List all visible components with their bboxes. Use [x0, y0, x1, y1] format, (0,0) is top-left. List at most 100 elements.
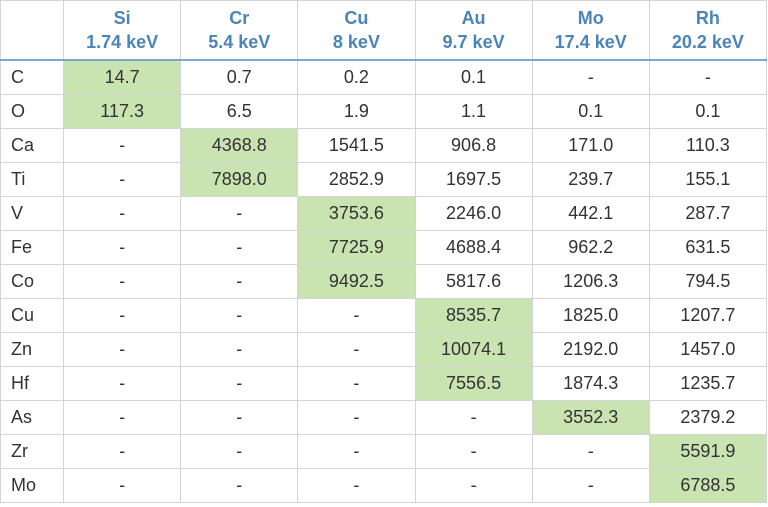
value-cell: 442.1	[531, 196, 650, 231]
value-cell: 155.1	[648, 162, 768, 197]
row-label: Hf	[0, 366, 65, 401]
column-header-si: Si 1.74 keV	[63, 0, 182, 61]
table-row: C 14.7 0.7 0.2 0.1- -	[0, 59, 768, 95]
column-header-cr: Cr 5.4 keV	[180, 0, 299, 61]
highlighted-value-cell: 117.3	[63, 94, 182, 129]
value-cell: -	[414, 400, 533, 435]
value-cell: -	[531, 468, 650, 503]
column-energy-label: 9.7 keV	[442, 32, 505, 52]
highlighted-value-cell: 9492.5	[297, 264, 416, 299]
value-cell: -	[63, 230, 182, 265]
highlighted-value-cell: 3552.3	[531, 400, 650, 435]
column-element-label: Au	[461, 8, 486, 28]
value-cell: -	[297, 332, 416, 367]
value-cell: 0.1	[648, 94, 768, 129]
value-cell: -	[297, 298, 416, 333]
table-row: Cu - - -8535.7 1825.0 1207.7	[0, 298, 768, 333]
value-cell: 5817.6	[414, 264, 533, 299]
value-cell: 962.2	[531, 230, 650, 265]
value-cell: 1.9	[297, 94, 416, 129]
value-cell: -	[180, 400, 299, 435]
value-cell: 110.3	[648, 128, 768, 163]
value-cell: 631.5	[648, 230, 768, 265]
row-label: Zr	[0, 434, 65, 469]
row-label: V	[0, 196, 65, 231]
table-row: Fe - -7725.9 4688.4 962.2 631.5	[0, 230, 768, 265]
value-cell: -	[180, 230, 299, 265]
row-label: Ca	[0, 128, 65, 163]
table-row: Zn - - -10074.1 2192.0 1457.0	[0, 332, 768, 367]
value-cell: 1541.5	[297, 128, 416, 163]
table-row: V - -3753.6 2246.0 442.1 287.7	[0, 196, 768, 231]
value-cell: -	[63, 400, 182, 435]
table-body: C 14.7 0.7 0.2 0.1- - O 117.3 6.5 1.9 1.1 0.1 0.1 Ca -…	[0, 59, 768, 503]
value-cell: 1.1	[414, 94, 533, 129]
value-cell: 1825.0	[531, 298, 650, 333]
highlighted-value-cell: 6788.5	[648, 468, 768, 503]
value-cell: 2246.0	[414, 196, 533, 231]
highlighted-value-cell: 10074.1	[414, 332, 533, 367]
row-label: Zn	[0, 332, 65, 367]
value-cell: -	[297, 400, 416, 435]
value-cell: -	[63, 366, 182, 401]
value-cell: -	[63, 128, 182, 163]
column-element-label: Si	[113, 8, 131, 28]
row-label: As	[0, 400, 65, 435]
table-row: Ca -4368.8 1541.5 906.8 171.0 110.3	[0, 128, 768, 163]
value-cell: 2852.9	[297, 162, 416, 197]
value-cell: -	[531, 434, 650, 469]
value-cell: 0.1	[414, 59, 533, 95]
value-cell: 239.7	[531, 162, 650, 197]
column-header-au: Au 9.7 keV	[414, 0, 533, 61]
value-cell: -	[180, 196, 299, 231]
highlighted-value-cell: 3753.6	[297, 196, 416, 231]
value-cell: 1207.7	[648, 298, 768, 333]
value-cell: 4688.4	[414, 230, 533, 265]
value-cell: -	[180, 468, 299, 503]
column-header-mo: Mo 17.4 keV	[531, 0, 650, 61]
value-cell: 794.5	[648, 264, 768, 299]
value-cell: 1206.3	[531, 264, 650, 299]
value-cell: -	[63, 332, 182, 367]
value-cell: -	[531, 59, 650, 95]
value-cell: -	[63, 162, 182, 197]
value-cell: -	[180, 298, 299, 333]
row-label: O	[0, 94, 65, 129]
table-row: Zr - - - - -5591.9	[0, 434, 768, 469]
value-cell: 2192.0	[531, 332, 650, 367]
table-row: As - - - -3552.3 2379.2	[0, 400, 768, 435]
value-cell: 0.2	[297, 59, 416, 95]
value-cell: 171.0	[531, 128, 650, 163]
row-label: Mo	[0, 468, 65, 503]
table-row: Co - -9492.5 5817.6 1206.3 794.5	[0, 264, 768, 299]
column-element-label: Cu	[344, 8, 369, 28]
value-cell: 2379.2	[648, 400, 768, 435]
value-cell: -	[180, 434, 299, 469]
value-cell: -	[414, 434, 533, 469]
column-energy-label: 17.4 keV	[554, 32, 627, 52]
value-cell: -	[63, 298, 182, 333]
value-cell: -	[63, 434, 182, 469]
value-cell: 1697.5	[414, 162, 533, 197]
value-cell: 1874.3	[531, 366, 650, 401]
column-energy-label: 5.4 keV	[208, 32, 271, 52]
value-cell: -	[297, 366, 416, 401]
value-cell: 0.1	[531, 94, 650, 129]
highlighted-value-cell: 7725.9	[297, 230, 416, 265]
value-cell: 6.5	[180, 94, 299, 129]
highlighted-value-cell: 7898.0	[180, 162, 299, 197]
highlighted-value-cell: 7556.5	[414, 366, 533, 401]
table-row: Ti -7898.0 2852.9 1697.5 239.7 155.1	[0, 162, 768, 197]
row-label: C	[0, 59, 65, 95]
column-element-label: Mo	[577, 8, 604, 28]
column-energy-label: 20.2 keV	[671, 32, 744, 52]
value-cell: -	[414, 468, 533, 503]
value-cell: 287.7	[648, 196, 768, 231]
column-energy-label: 1.74 keV	[86, 32, 159, 52]
table-row: Hf - - -7556.5 1874.3 1235.7	[0, 366, 768, 401]
header-row: Si 1.74 keV Cr 5.4 keV Cu 8 keV Au 9.7 keV Mo 17.…	[0, 0, 768, 61]
table-row: Mo - - - - -6788.5	[0, 468, 768, 503]
table-row: O 117.3 6.5 1.9 1.1 0.1 0.1	[0, 94, 768, 129]
value-cell: -	[297, 468, 416, 503]
